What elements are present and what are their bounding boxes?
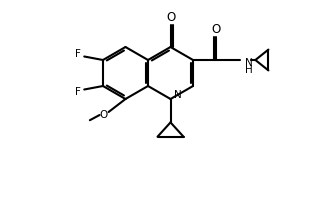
Text: H: H bbox=[245, 65, 252, 75]
Text: O: O bbox=[212, 23, 221, 36]
Text: N: N bbox=[245, 58, 252, 68]
Text: F: F bbox=[75, 50, 81, 59]
Text: O: O bbox=[166, 11, 175, 24]
Text: O: O bbox=[99, 110, 108, 120]
Text: F: F bbox=[75, 87, 81, 97]
Text: N: N bbox=[174, 90, 181, 100]
